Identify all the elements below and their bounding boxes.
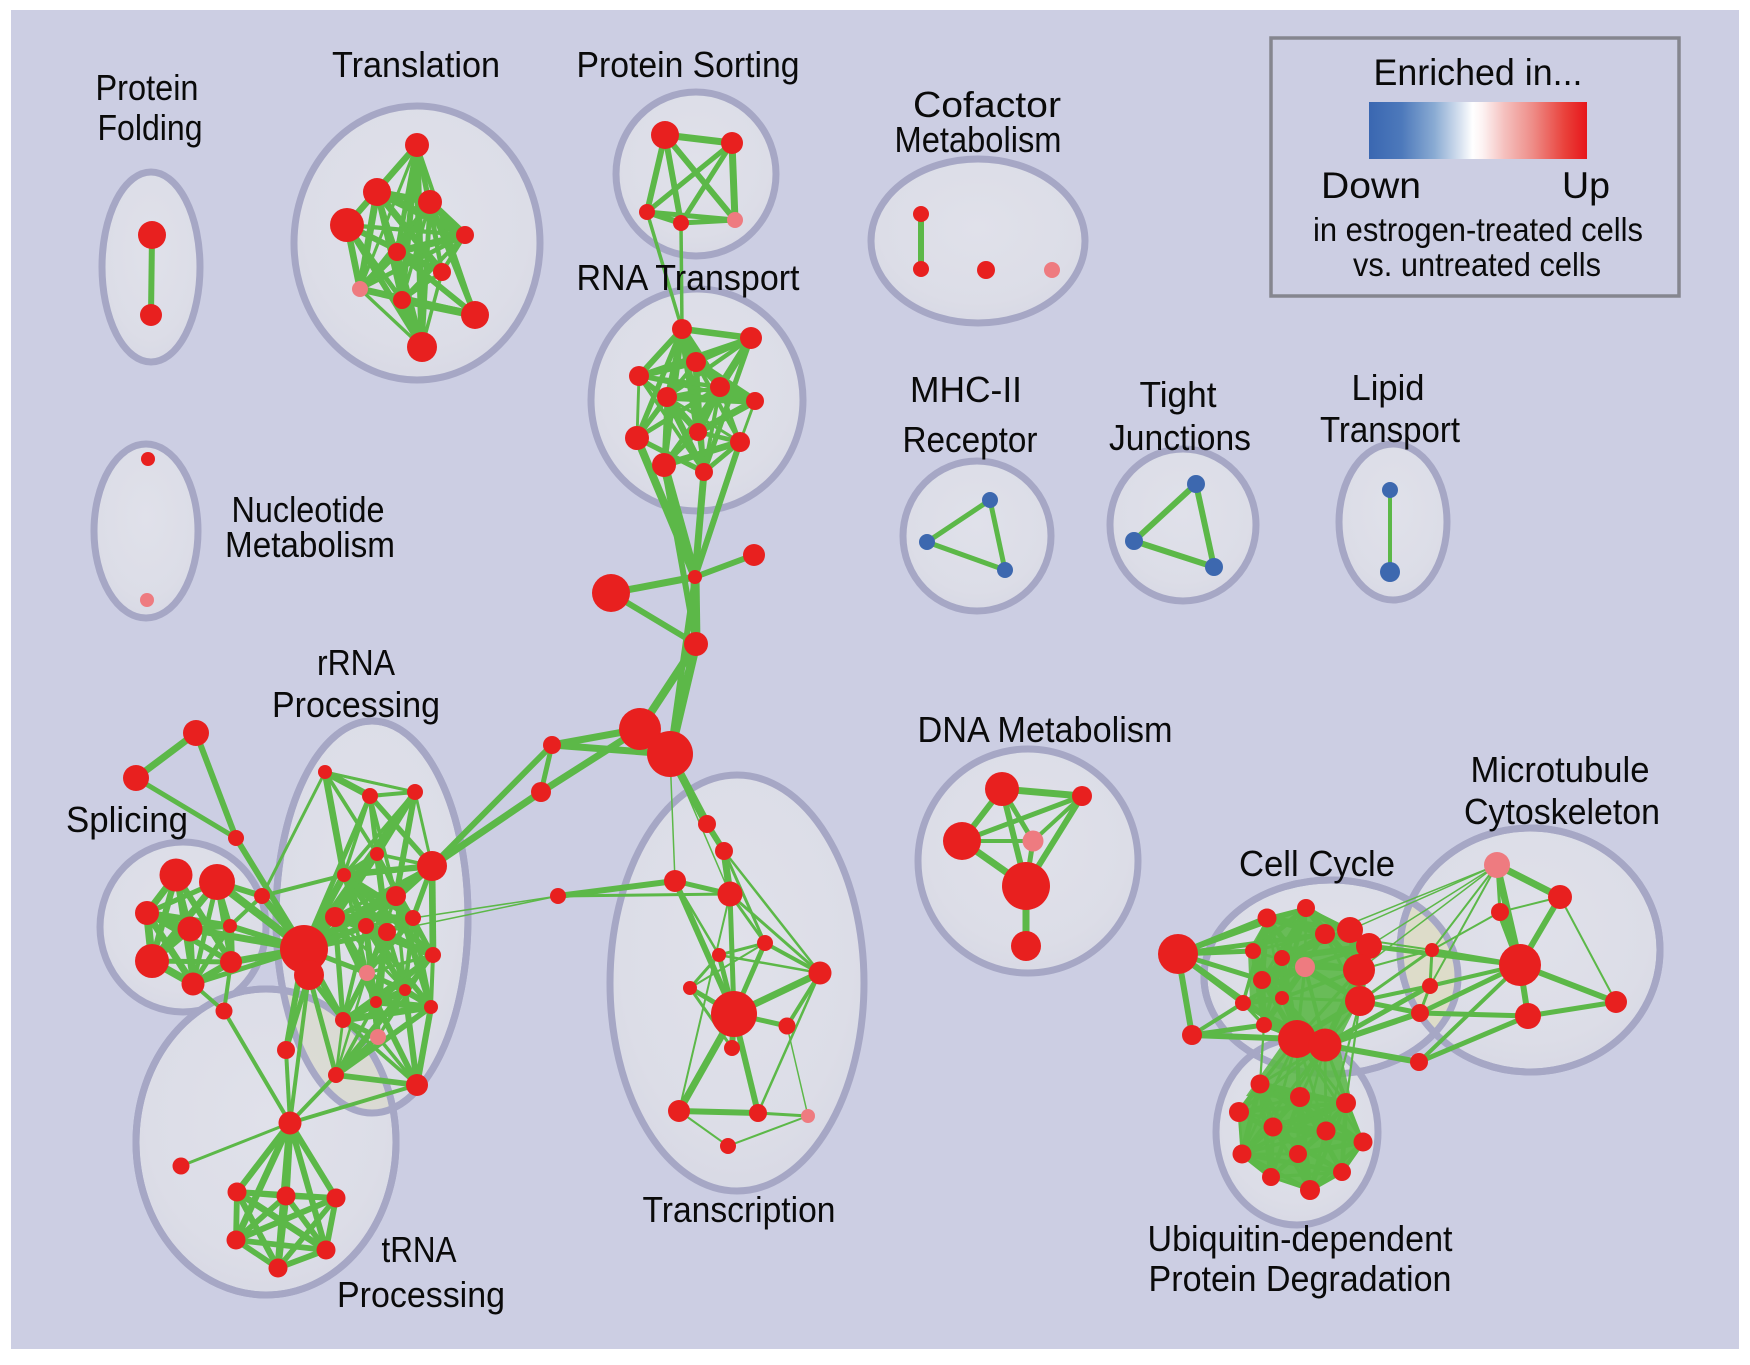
svg-text:in estrogen-treated cells: in estrogen-treated cells bbox=[1313, 211, 1643, 248]
svg-text:vs. untreated cells: vs. untreated cells bbox=[1353, 246, 1601, 283]
svg-text:Splicing: Splicing bbox=[66, 799, 188, 840]
svg-text:Protein Sorting: Protein Sorting bbox=[577, 44, 800, 85]
svg-text:Receptor: Receptor bbox=[903, 419, 1038, 460]
svg-text:Down: Down bbox=[1321, 165, 1421, 206]
svg-text:Cell Cycle: Cell Cycle bbox=[1239, 843, 1395, 884]
svg-text:Protein Degradation: Protein Degradation bbox=[1149, 1258, 1452, 1299]
svg-text:Cytoskeleton: Cytoskeleton bbox=[1464, 791, 1660, 832]
svg-text:Lipid: Lipid bbox=[1352, 367, 1425, 408]
svg-text:Enriched in...: Enriched in... bbox=[1374, 52, 1583, 93]
svg-text:rRNA: rRNA bbox=[317, 642, 395, 683]
svg-text:Processing: Processing bbox=[272, 684, 440, 725]
svg-text:MHC-II: MHC-II bbox=[910, 369, 1022, 410]
svg-text:Translation: Translation bbox=[332, 44, 500, 85]
svg-text:Processing: Processing bbox=[337, 1274, 505, 1315]
svg-text:Protein: Protein bbox=[96, 67, 199, 108]
svg-text:tRNA: tRNA bbox=[382, 1229, 457, 1270]
svg-text:Ubiquitin-dependent: Ubiquitin-dependent bbox=[1148, 1218, 1453, 1259]
svg-text:Transcription: Transcription bbox=[643, 1189, 836, 1230]
svg-text:Microtubule: Microtubule bbox=[1471, 749, 1650, 790]
svg-text:Metabolism: Metabolism bbox=[895, 119, 1062, 160]
svg-text:Folding: Folding bbox=[98, 107, 203, 148]
svg-text:Tight: Tight bbox=[1140, 374, 1217, 415]
svg-text:Up: Up bbox=[1562, 165, 1610, 206]
svg-text:Junctions: Junctions bbox=[1109, 417, 1251, 458]
svg-text:DNA Metabolism: DNA Metabolism bbox=[918, 709, 1173, 750]
svg-text:Cofactor: Cofactor bbox=[913, 84, 1061, 125]
svg-text:Transport: Transport bbox=[1320, 409, 1460, 450]
svg-text:Metabolism: Metabolism bbox=[225, 524, 395, 565]
svg-text:Nucleotide: Nucleotide bbox=[232, 489, 385, 530]
svg-text:RNA Transport: RNA Transport bbox=[577, 257, 800, 298]
